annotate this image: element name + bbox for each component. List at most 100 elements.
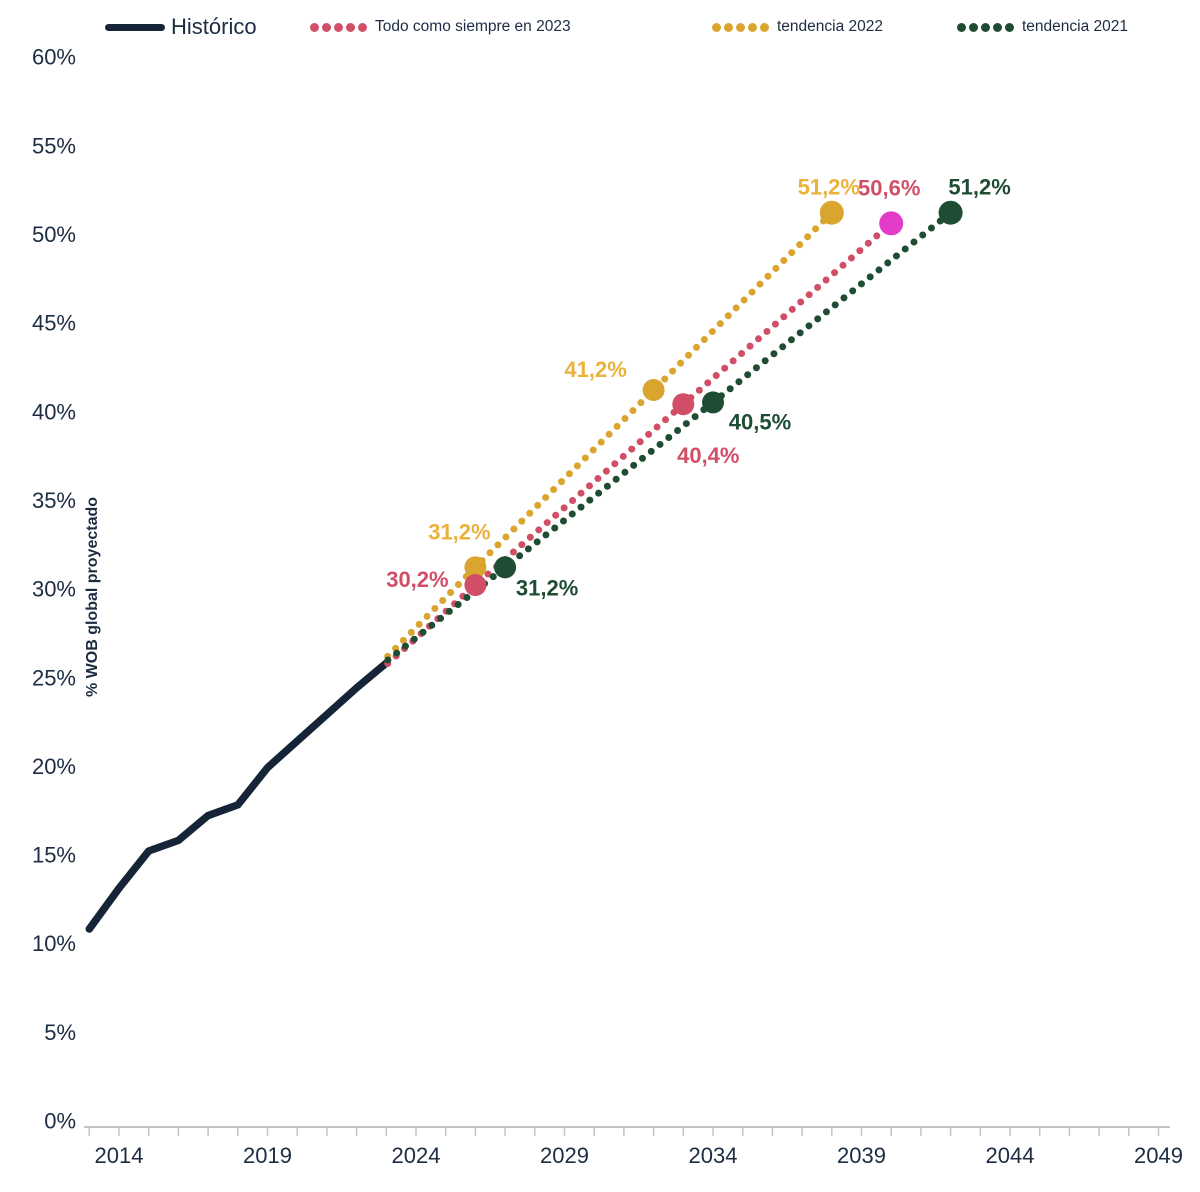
trend-dot: [526, 509, 534, 517]
trend-milestone-marker[interactable]: [494, 556, 517, 579]
trend-dot: [636, 438, 644, 446]
trend-dot: [744, 371, 752, 379]
trend-dot: [551, 524, 559, 532]
legend-label-historico: Histórico: [171, 14, 257, 39]
trend-milestone-marker[interactable]: [702, 391, 724, 414]
trend-milestone-marker[interactable]: [642, 379, 665, 402]
trend-dot: [691, 413, 699, 421]
trend-dot: [595, 489, 603, 497]
legend-item-todo-como-siempre-2023[interactable]: Todo como siempre en 2023: [310, 14, 571, 40]
trend-dot: [484, 570, 492, 578]
trend-dot: [577, 503, 585, 511]
trend-dot: [839, 261, 847, 269]
x-axis-label: 2034: [689, 1143, 738, 1168]
data-point-label: 30,2%: [386, 567, 448, 592]
x-axis-label: 2044: [986, 1143, 1035, 1168]
trend-dot: [677, 359, 685, 367]
trend-dot: [454, 600, 462, 608]
trend-dot: [586, 496, 594, 504]
trend-dot: [518, 517, 526, 525]
trend-dot: [621, 468, 629, 476]
trend-dot: [445, 607, 453, 615]
trend-dot: [543, 519, 551, 527]
trend-dot: [866, 273, 874, 281]
trend-dot: [712, 372, 720, 380]
trend-dot: [565, 470, 573, 478]
trend-dot: [910, 238, 918, 246]
y-axis-label: 20%: [32, 754, 76, 779]
legend-label-tendencia-2022: tendencia 2022: [777, 18, 884, 35]
trend-dot: [431, 604, 439, 612]
trend-dot: [822, 308, 830, 316]
trend-endpoint-marker[interactable]: [938, 200, 963, 225]
trend-dot: [735, 378, 743, 386]
trend-dot: [559, 517, 567, 525]
legend-item-historico[interactable]: Histórico: [105, 14, 257, 40]
trend-dot: [704, 379, 712, 387]
trend-dot: [535, 526, 543, 534]
trend-dot: [884, 259, 892, 267]
trend-dot: [437, 614, 445, 622]
trend-dot: [822, 276, 830, 284]
data-point-label: 31,2%: [516, 575, 578, 600]
trend-dot: [647, 447, 655, 455]
trend-dot: [509, 548, 517, 556]
y-axis-label: 50%: [32, 222, 76, 247]
trend-dot: [518, 541, 526, 549]
historic-line: [85, 659, 391, 933]
trend-dot: [708, 328, 716, 336]
trend-dot: [927, 224, 935, 232]
trend-dot: [611, 460, 619, 468]
trend-dot: [772, 264, 780, 272]
trend-dot: [780, 256, 788, 264]
data-point-label: 50,6%: [858, 175, 920, 200]
y-axis-label: 0%: [44, 1109, 76, 1134]
trend-dot: [661, 375, 669, 383]
trend-dot: [612, 475, 620, 483]
trend-dot: [423, 612, 431, 620]
trend-dot: [919, 231, 927, 239]
trend-dot: [805, 291, 813, 299]
trend-endpoint-marker[interactable]: [819, 200, 844, 225]
trend-milestone-marker[interactable]: [672, 393, 695, 416]
trend-dot: [415, 620, 423, 628]
trend-dot: [410, 635, 418, 643]
trend-dot: [729, 357, 737, 365]
trend-dot: [516, 552, 524, 560]
trend-dot: [761, 357, 769, 365]
trend-dot: [656, 440, 664, 448]
data-point-label: 41,2%: [564, 357, 626, 382]
trend-dot: [577, 489, 585, 497]
trend-milestone-marker[interactable]: [464, 556, 487, 579]
data-point-label: 40,4%: [677, 443, 739, 468]
y-axis-label: 10%: [32, 931, 76, 956]
trend-dot: [662, 416, 670, 424]
legend-label-tendencia-2021: tendencia 2021: [1022, 18, 1129, 35]
trend-dot: [560, 504, 568, 512]
trend-dot: [814, 283, 822, 291]
trend-dot: [594, 474, 602, 482]
trend-dot: [779, 343, 787, 351]
trend-dot: [685, 351, 693, 359]
trend-dot: [770, 350, 778, 358]
legend-item-tendencia-2021[interactable]: tendencia 2021: [957, 14, 1128, 40]
trend-dot: [692, 343, 700, 351]
trend-endpoint-marker[interactable]: [879, 211, 904, 236]
trend-dot: [746, 342, 754, 350]
trend-dot: [605, 430, 613, 438]
legend-item-tendencia-2022[interactable]: tendencia 2022: [712, 14, 883, 40]
trend-dot: [814, 315, 822, 323]
trend-milestone-marker[interactable]: [464, 574, 487, 597]
trend-dot: [716, 320, 724, 328]
trend-dot: [764, 272, 772, 280]
y-axis-label: 40%: [32, 399, 76, 424]
trend-dot: [603, 482, 611, 490]
trend-dot: [569, 497, 577, 505]
trend-dot: [752, 364, 760, 372]
trend-dot: [384, 656, 392, 664]
trend-dot: [526, 533, 534, 541]
x-axis-label: 2029: [540, 1143, 589, 1168]
trend-dot: [568, 510, 576, 518]
trend-dot: [771, 320, 779, 328]
